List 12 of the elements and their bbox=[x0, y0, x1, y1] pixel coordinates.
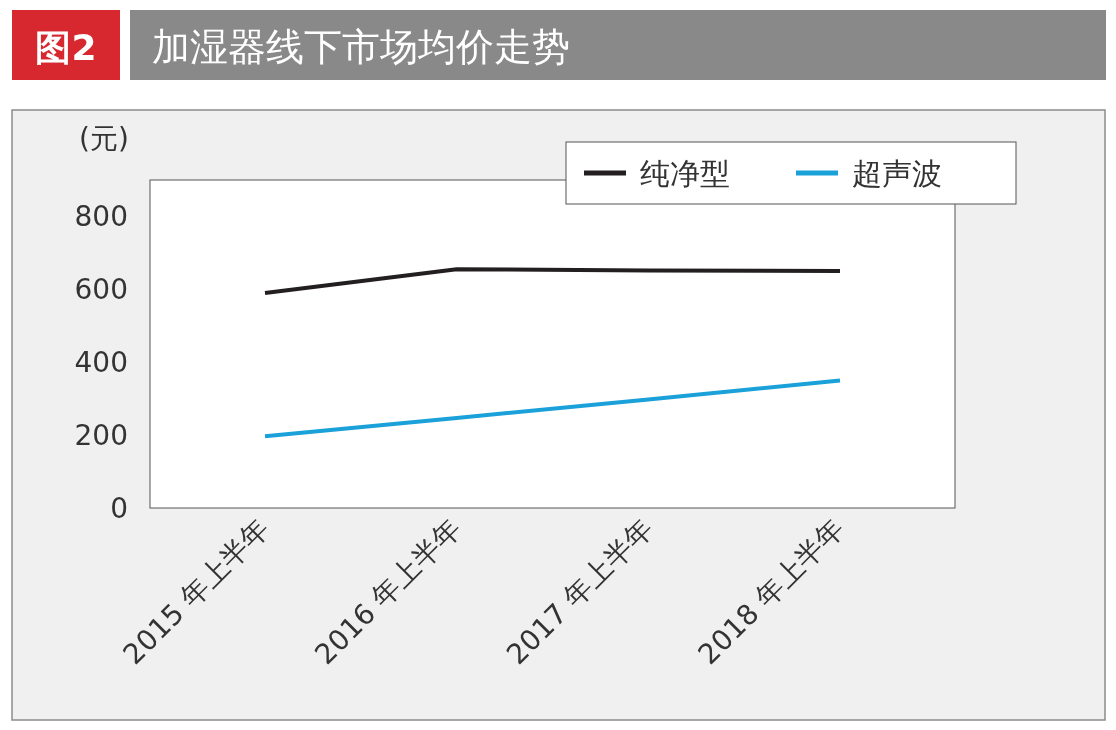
line-series bbox=[263, 378, 842, 439]
y-axis-title: (元) bbox=[79, 122, 129, 155]
y-tick-label: 200 bbox=[74, 419, 128, 453]
y-tick-label: 400 bbox=[74, 346, 128, 380]
caption: 图2 bbox=[35, 27, 97, 68]
y-tick-label: 0 bbox=[110, 492, 128, 525]
y-tick-label: 600 bbox=[74, 273, 128, 307]
legend-label: 纯净型 bbox=[640, 156, 730, 191]
chart-title: 加湿器线下市场均价走势 bbox=[152, 25, 570, 69]
line-series bbox=[263, 267, 842, 295]
y-tick-label: 800 bbox=[74, 200, 128, 234]
legend-label: 超声波 bbox=[852, 156, 942, 191]
